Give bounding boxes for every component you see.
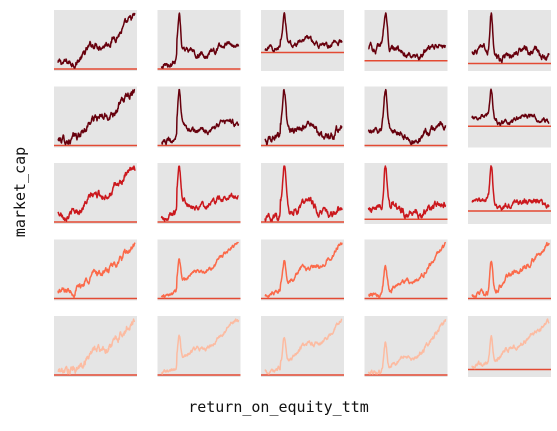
panel-r3-c4 <box>365 163 448 224</box>
panel-r1-c2 <box>158 10 241 71</box>
y-axis-label: market_cap <box>11 147 29 237</box>
panel-r2-c4 <box>365 87 448 148</box>
panel-background <box>365 240 448 301</box>
panel-r2-c3 <box>261 87 344 148</box>
panel-r1-c5 <box>468 10 551 71</box>
x-axis-label: return_on_equity_ttm <box>0 398 557 416</box>
panel-background <box>468 316 551 377</box>
panel-r1-c4 <box>365 10 448 71</box>
panel-r4-c4 <box>365 240 448 301</box>
panel-r1-c3 <box>261 10 344 71</box>
panel-background <box>365 10 448 71</box>
panel-background <box>261 316 344 377</box>
panel-r3-c5 <box>468 163 551 224</box>
panel-r2-c5 <box>468 87 551 148</box>
panel-r3-c2 <box>158 163 241 224</box>
panel-r5-c2 <box>158 316 241 377</box>
panel-r5-c4 <box>365 316 448 377</box>
panel-background <box>261 240 344 301</box>
panel-r3-c1 <box>54 163 137 224</box>
panel-r4-c5 <box>468 240 551 301</box>
panel-r4-c2 <box>158 240 241 301</box>
panel-r2-c1 <box>54 87 137 148</box>
panel-r5-c5 <box>468 316 551 377</box>
panel-r5-c1 <box>54 316 137 377</box>
panel-r1-c1 <box>54 10 137 71</box>
panel-background <box>468 10 551 71</box>
panel-background <box>365 316 448 377</box>
panel-r5-c3 <box>261 316 344 377</box>
panel-r4-c1 <box>54 240 137 301</box>
panel-background <box>158 316 241 377</box>
panel-background <box>468 163 551 224</box>
panel-r3-c3 <box>261 163 344 224</box>
panel-r4-c3 <box>261 240 344 301</box>
panel-background <box>158 10 241 71</box>
panel-r2-c2 <box>158 87 241 148</box>
